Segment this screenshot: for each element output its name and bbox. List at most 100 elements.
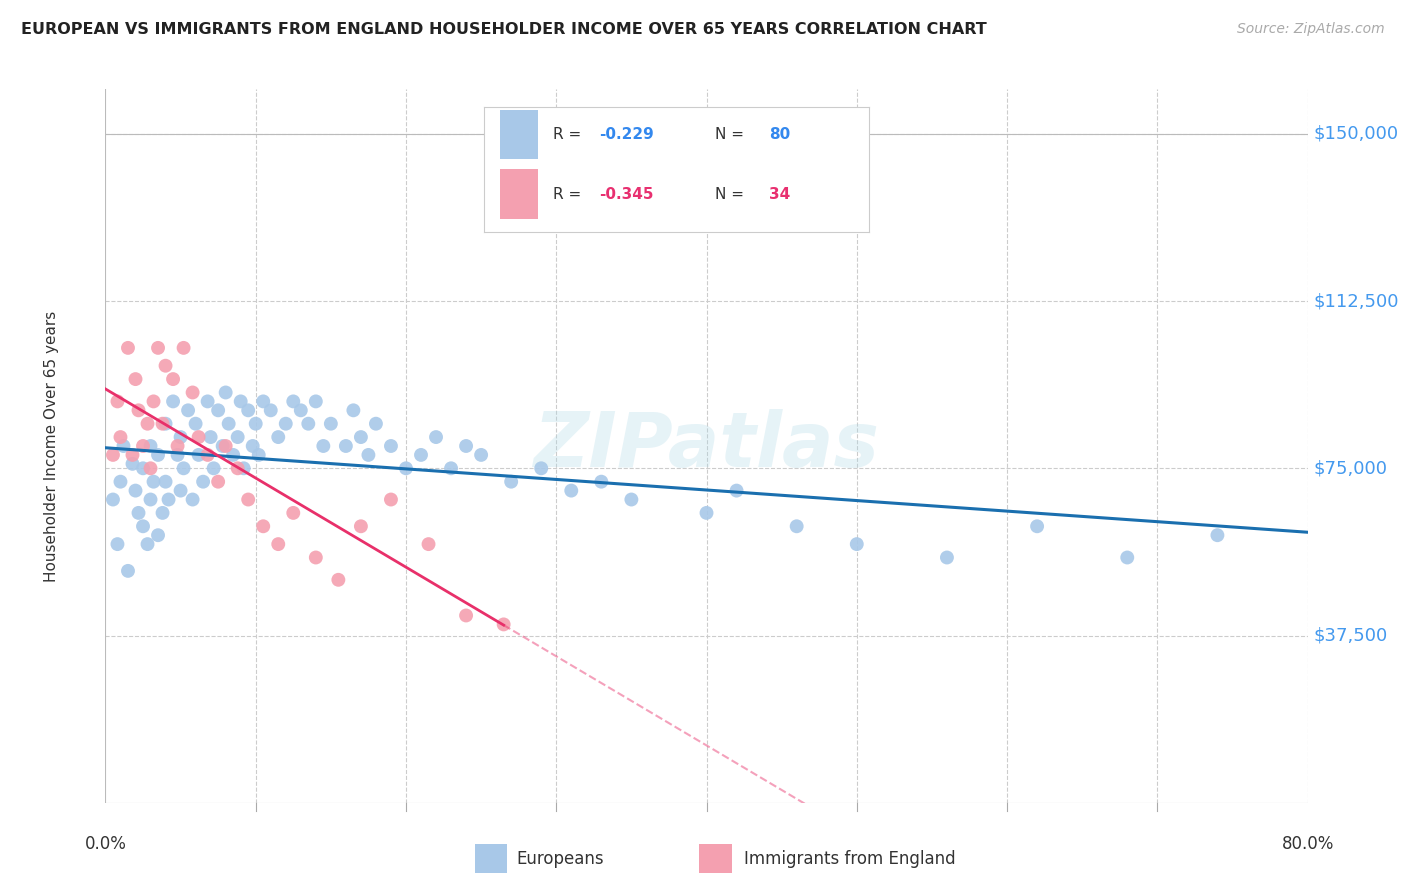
Point [191, 475, 214, 489]
Point [364, 417, 387, 431]
Point [214, 385, 236, 400]
Point [132, 461, 155, 475]
Point [124, 483, 146, 498]
Point [207, 475, 229, 489]
Point [128, 403, 150, 417]
Point [155, 417, 177, 431]
Point [187, 448, 209, 462]
Point [454, 439, 477, 453]
Point [222, 448, 245, 462]
Point [245, 417, 267, 431]
Point [267, 537, 290, 551]
Point [132, 519, 155, 533]
Point [136, 537, 159, 551]
Point [274, 417, 297, 431]
Point [142, 475, 165, 489]
Point [845, 537, 868, 551]
Text: Householder Income Over 65 years: Householder Income Over 65 years [44, 310, 59, 582]
Text: EUROPEAN VS IMMIGRANTS FROM ENGLAND HOUSEHOLDER INCOME OVER 65 YEARS CORRELATION: EUROPEAN VS IMMIGRANTS FROM ENGLAND HOUS… [21, 22, 987, 37]
Point [238, 492, 260, 507]
Point [305, 394, 328, 409]
Point [139, 439, 162, 453]
Point [395, 461, 418, 475]
Point [242, 439, 264, 453]
Point [725, 483, 748, 498]
Point [283, 394, 305, 409]
Point [335, 439, 357, 453]
Point [229, 394, 252, 409]
Point [146, 528, 169, 542]
Point [226, 461, 249, 475]
Point [152, 506, 174, 520]
Point [357, 448, 380, 462]
Point [162, 372, 184, 386]
Point [177, 403, 200, 417]
Point [1206, 528, 1229, 542]
Point [207, 403, 229, 417]
Point [247, 448, 270, 462]
Point [454, 608, 477, 623]
Point [305, 550, 328, 565]
Point [440, 461, 463, 475]
Point [252, 519, 274, 533]
Point [128, 506, 150, 520]
Point [117, 564, 139, 578]
Point [184, 417, 207, 431]
Point [530, 461, 553, 475]
Point [142, 394, 165, 409]
Point [297, 417, 319, 431]
Point [166, 439, 188, 453]
Bar [475, 844, 508, 873]
Point [1026, 519, 1049, 533]
Point [936, 550, 959, 565]
Point [155, 359, 177, 373]
Text: ZIPatlas: ZIPatlas [533, 409, 880, 483]
Point [319, 417, 342, 431]
Point [342, 403, 364, 417]
Point [139, 461, 162, 475]
Point [620, 492, 643, 507]
Point [166, 448, 188, 462]
Point [226, 430, 249, 444]
Point [110, 430, 132, 444]
Point [107, 537, 129, 551]
Point [146, 448, 169, 462]
Point [418, 537, 440, 551]
Text: Europeans: Europeans [516, 849, 605, 868]
Point [124, 372, 146, 386]
Point [350, 519, 373, 533]
Point [328, 573, 350, 587]
Text: 80.0%: 80.0% [1281, 835, 1334, 853]
Point [181, 385, 204, 400]
Point [409, 448, 432, 462]
Point [260, 403, 283, 417]
Point [157, 492, 180, 507]
Text: $37,500: $37,500 [1313, 626, 1388, 645]
Point [117, 341, 139, 355]
Point [110, 475, 132, 489]
Point [591, 475, 613, 489]
Point [121, 448, 143, 462]
Point [214, 439, 236, 453]
Point [425, 430, 447, 444]
Point [380, 492, 402, 507]
Point [696, 506, 718, 520]
Point [786, 519, 808, 533]
Point [146, 341, 169, 355]
Point [501, 475, 523, 489]
Point [169, 483, 191, 498]
Point [101, 492, 124, 507]
Point [162, 394, 184, 409]
Text: Immigrants from England: Immigrants from England [744, 849, 955, 868]
Text: $75,000: $75,000 [1313, 459, 1388, 477]
Point [132, 439, 155, 453]
Point [101, 448, 124, 462]
Point [200, 430, 222, 444]
Point [187, 430, 209, 444]
Point [139, 492, 162, 507]
Point [181, 492, 204, 507]
Point [283, 506, 305, 520]
Point [155, 475, 177, 489]
Point [152, 417, 174, 431]
Point [267, 430, 290, 444]
